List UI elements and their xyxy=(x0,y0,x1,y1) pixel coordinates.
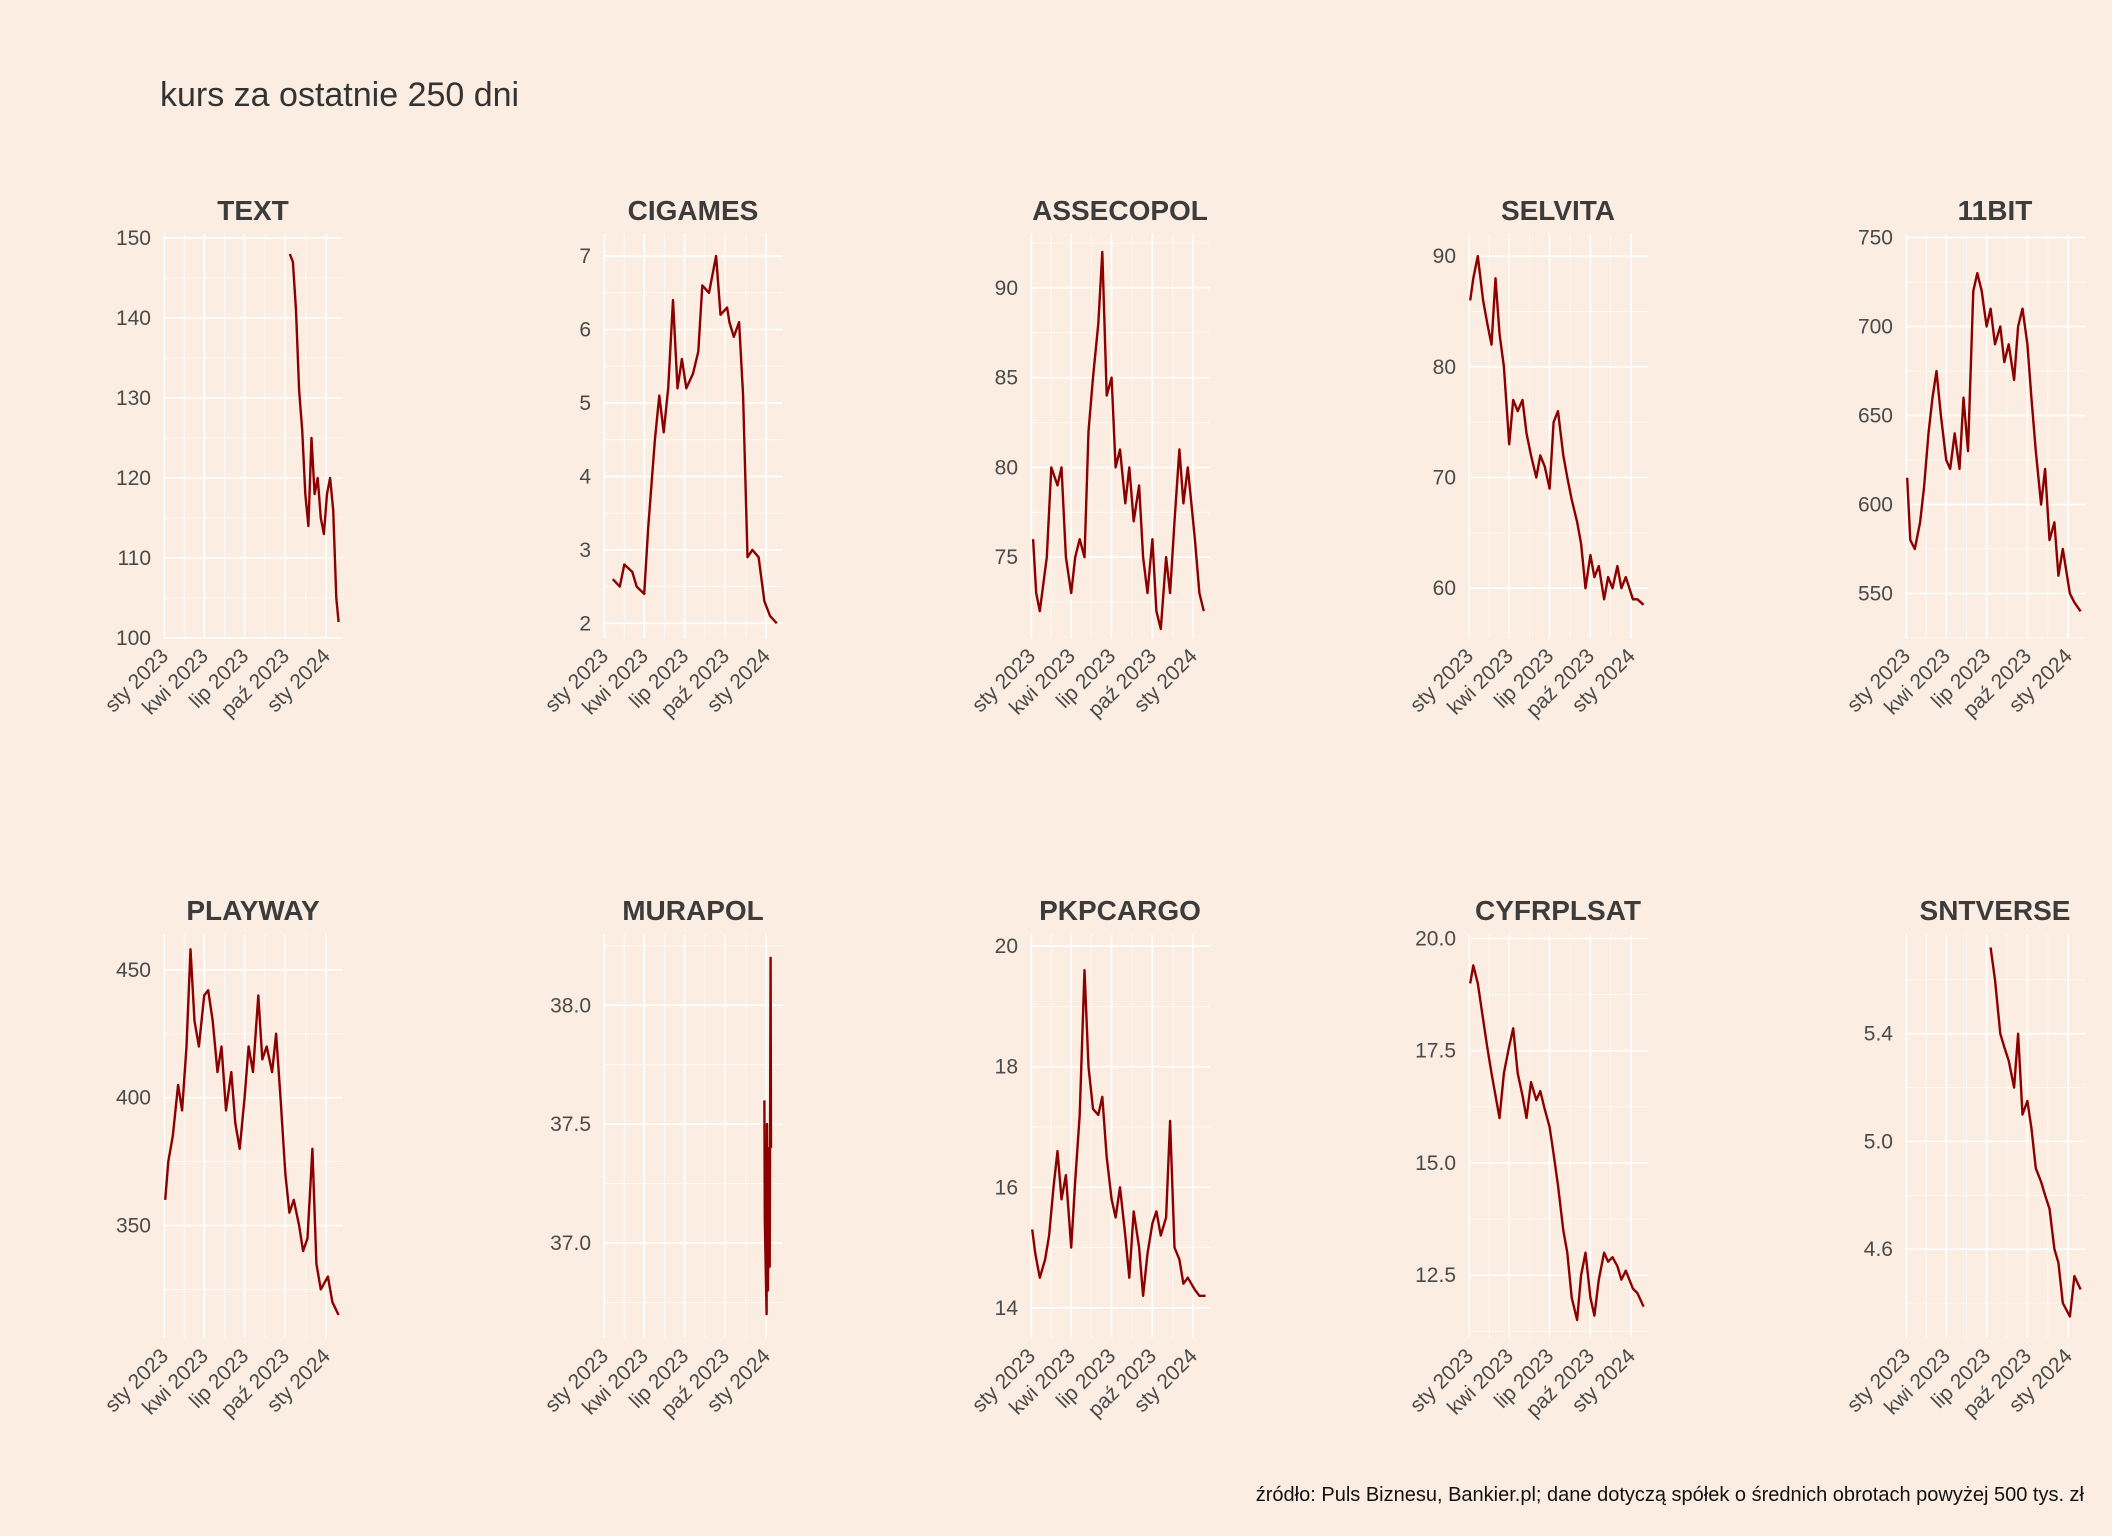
y-tick-label: 5.0 xyxy=(1864,1130,1893,1153)
price-line xyxy=(1989,947,2082,1318)
y-tick-label: 130 xyxy=(116,387,151,410)
y-tick-label: 75 xyxy=(995,546,1018,569)
y-tick-label: 4.6 xyxy=(1864,1238,1893,1261)
y-tick-label: 5 xyxy=(579,392,591,415)
y-tick-label: 110 xyxy=(118,547,151,570)
y-tick-label: 5.4 xyxy=(1864,1023,1894,1046)
y-tick-label: 450 xyxy=(116,959,151,982)
y-tick-label: 7 xyxy=(579,245,591,268)
y-tick-label: 150 xyxy=(116,227,151,250)
y-tick-label: 750 xyxy=(1858,227,1893,250)
y-tick-label: 85 xyxy=(995,367,1018,390)
y-tick-label: 6 xyxy=(579,318,591,341)
y-tick-label: 12.5 xyxy=(1415,1264,1456,1287)
price-line xyxy=(1469,254,1645,606)
y-tick-label: 18 xyxy=(995,1056,1018,1079)
y-tick-label: 17.5 xyxy=(1415,1040,1456,1063)
price-line xyxy=(1031,969,1206,1298)
y-tick-label: 700 xyxy=(1858,316,1893,339)
y-tick-label: 650 xyxy=(1858,405,1893,428)
y-tick-label: 140 xyxy=(116,307,151,330)
facet-title: MURAPOL xyxy=(622,895,764,926)
y-tick-label: 4 xyxy=(579,465,591,488)
y-tick-label: 14 xyxy=(995,1297,1019,1320)
y-tick-label: 38.0 xyxy=(550,994,591,1017)
y-tick-label: 550 xyxy=(1858,583,1893,606)
price-line xyxy=(288,253,340,623)
chart-title: kurs za ostatnie 250 dni xyxy=(160,76,520,114)
y-tick-label: 120 xyxy=(116,467,151,490)
y-tick-label: 90 xyxy=(995,277,1018,300)
y-tick-label: 350 xyxy=(116,1214,151,1237)
y-tick-label: 400 xyxy=(116,1087,151,1110)
price-line xyxy=(1031,250,1205,631)
facet-title: PKPCARGO xyxy=(1039,895,1201,926)
y-tick-label: 70 xyxy=(1433,467,1456,490)
facet-title: SELVITA xyxy=(1501,195,1615,226)
price-line xyxy=(1906,272,2082,612)
y-tick-label: 16 xyxy=(995,1176,1018,1199)
y-tick-label: 80 xyxy=(995,456,1018,479)
facet-title: TEXT xyxy=(217,195,289,226)
price-line xyxy=(763,956,773,1316)
price-line xyxy=(1469,964,1645,1322)
y-tick-label: 37.5 xyxy=(550,1113,591,1136)
facet-title: ASSECOPOL xyxy=(1032,195,1208,226)
y-tick-label: 20.0 xyxy=(1415,927,1456,950)
y-tick-label: 3 xyxy=(579,539,591,562)
y-tick-label: 37.0 xyxy=(550,1232,591,1255)
y-tick-label: 2 xyxy=(579,612,591,635)
facet-title: CIGAMES xyxy=(628,195,759,226)
facet-title: PLAYWAY xyxy=(186,895,320,926)
facet-title: SNTVERSE xyxy=(1920,895,2071,926)
y-tick-label: 100 xyxy=(116,627,151,650)
facet-title: CYFRPLSAT xyxy=(1475,895,1641,926)
price-line xyxy=(611,254,778,625)
y-tick-label: 600 xyxy=(1858,494,1893,517)
y-tick-label: 60 xyxy=(1433,577,1456,600)
y-tick-label: 90 xyxy=(1433,245,1456,268)
price-line xyxy=(164,948,340,1316)
y-tick-label: 80 xyxy=(1433,356,1456,379)
y-tick-label: 15.0 xyxy=(1415,1152,1456,1175)
facet-title: 11BIT xyxy=(1958,195,2033,226)
source-caption: źródło: Puls Biznesu, Bankier.pl; dane d… xyxy=(1255,1484,2084,1506)
y-tick-label: 20 xyxy=(995,935,1018,958)
